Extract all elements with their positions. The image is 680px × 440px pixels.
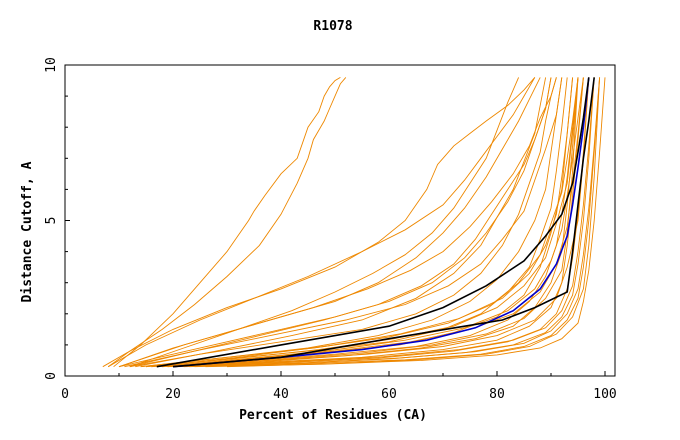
model-curve	[194, 77, 601, 368]
model-curve	[129, 77, 552, 368]
y-axis-label: Distance Cutoff, A	[20, 161, 35, 302]
model-curve	[189, 77, 601, 368]
model-curve	[205, 77, 606, 368]
y-tick-label: 0	[44, 372, 59, 380]
model-curve	[129, 77, 520, 368]
model-curve	[102, 77, 536, 368]
model-curve	[145, 77, 579, 368]
chart-title: R1078	[313, 19, 352, 34]
x-tick-label: 100	[593, 387, 616, 402]
model-curve	[140, 77, 579, 368]
model-curve	[151, 77, 574, 368]
highlight-curve-black	[172, 77, 595, 368]
model-curve	[107, 77, 347, 368]
model-curve	[162, 77, 584, 368]
model-curve	[129, 77, 557, 368]
model-curve	[178, 77, 595, 368]
plot-frame	[64, 64, 616, 377]
x-axis-label: Percent of Residues (CA)	[239, 408, 427, 423]
x-tick-label: 40	[273, 387, 289, 402]
model-curve	[226, 77, 601, 368]
model-curve	[145, 77, 568, 368]
model-curve	[167, 77, 584, 368]
highlight-curve-black	[156, 77, 590, 368]
model-curve	[113, 77, 341, 368]
y-tick-label: 10	[44, 57, 59, 73]
y-tick-label: 5	[44, 217, 59, 225]
x-tick-label: 80	[489, 387, 505, 402]
highlight-curve-blue	[172, 77, 590, 368]
x-tick-label: 20	[165, 387, 181, 402]
model-curve	[118, 77, 557, 368]
series-layer	[102, 77, 606, 368]
model-curve	[156, 77, 584, 368]
model-curve	[135, 77, 547, 368]
ticks-layer: 0 20 40 60 80 100 0 5 10	[44, 57, 617, 402]
model-curve	[156, 77, 579, 368]
model-curve	[167, 77, 579, 368]
model-curve	[172, 77, 590, 368]
model-curve	[107, 77, 536, 368]
x-tick-label: 0	[61, 387, 69, 402]
model-curve	[151, 77, 574, 368]
model-curve	[124, 77, 563, 368]
x-tick-label: 60	[381, 387, 397, 402]
